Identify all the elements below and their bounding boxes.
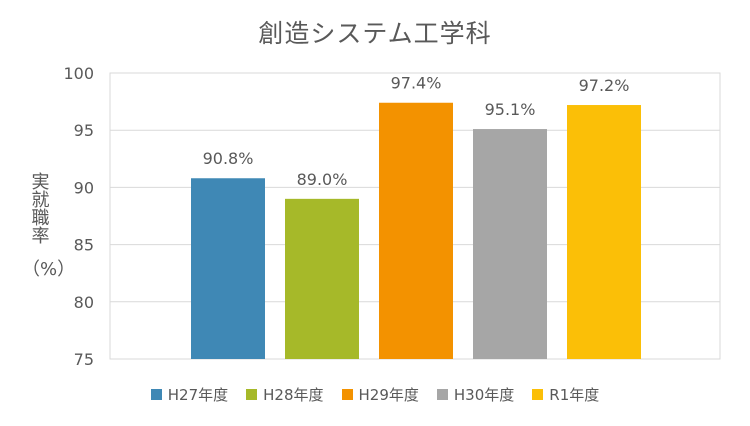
legend-item: H28年度 [246, 384, 324, 405]
legend-label: H28年度 [263, 386, 324, 404]
data-label: 89.0% [297, 170, 348, 189]
legend-swatch [246, 389, 258, 400]
legend-swatch [341, 389, 353, 400]
legend-label: R1年度 [549, 386, 600, 404]
legend-swatch [150, 389, 162, 400]
bar-H28年度 [285, 198, 359, 359]
legend-item: R1年度 [532, 384, 599, 405]
y-tick-label: 85 [74, 236, 94, 255]
y-tick-label: 75 [74, 350, 94, 369]
data-label: 97.2% [579, 76, 630, 95]
y-tick-label: 80 [74, 293, 94, 312]
legend-item: H27年度 [150, 384, 229, 405]
legend-item: H29年度 [341, 384, 419, 405]
legend-label: H27年度 [167, 386, 229, 404]
data-label: 95.1% [485, 100, 536, 119]
legend-swatch [436, 389, 448, 400]
legend-label: H29年度 [358, 386, 419, 404]
y-tick-label: 100 [63, 64, 94, 83]
legend-label: H30年度 [453, 386, 515, 404]
bar-H29年度 [379, 102, 453, 359]
legend-swatch [532, 389, 544, 400]
bar-H30年度 [473, 129, 547, 359]
legend: H27年度 H28年度 H29年度 H30年度 R1年度 [0, 384, 750, 405]
data-label: 97.4% [391, 74, 442, 93]
y-tick-label: 90 [74, 178, 94, 197]
chart-title: 創造システム工学科 [258, 19, 492, 48]
y-axis-label-text: 実就職率 [28, 172, 50, 244]
bar-R1年度 [567, 105, 641, 359]
legend-item: H30年度 [436, 384, 515, 405]
y-tick-label: 95 [74, 121, 94, 140]
bar-H27年度 [191, 178, 265, 359]
data-label: 90.8% [203, 149, 254, 168]
